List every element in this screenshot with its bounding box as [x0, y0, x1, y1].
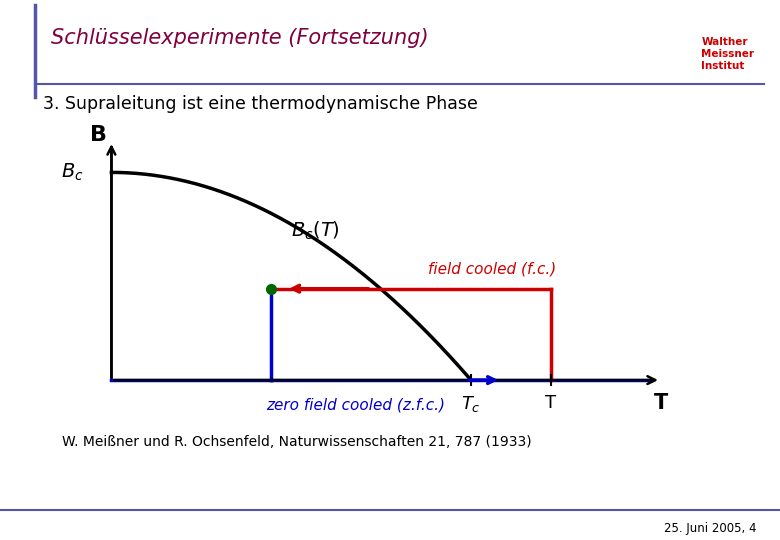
Text: Walther: Walther	[701, 37, 748, 47]
Text: Institut: Institut	[701, 61, 745, 71]
Text: T: T	[545, 394, 556, 411]
Text: $B_c(T)$: $B_c(T)$	[291, 219, 340, 242]
Text: zero field cooled (z.f.c.): zero field cooled (z.f.c.)	[266, 398, 445, 413]
Text: B: B	[90, 125, 108, 145]
Text: 3. Supraleitung ist eine thermodynamische Phase: 3. Supraleitung ist eine thermodynamisch…	[43, 95, 477, 113]
Text: W. Meißner und R. Ochsenfeld, Naturwissenschaften 21, 787 (1933): W. Meißner und R. Ochsenfeld, Naturwisse…	[62, 435, 532, 449]
Text: 25. Juni 2005, 4: 25. Juni 2005, 4	[664, 522, 757, 535]
Text: T: T	[654, 393, 668, 413]
Text: Schlüsselexperimente (Fortsetzung): Schlüsselexperimente (Fortsetzung)	[51, 28, 428, 48]
Text: field cooled (f.c.): field cooled (f.c.)	[427, 261, 556, 276]
Text: $T_c$: $T_c$	[461, 394, 481, 414]
Text: Meissner: Meissner	[701, 49, 754, 59]
Text: $B_c$: $B_c$	[61, 162, 84, 183]
